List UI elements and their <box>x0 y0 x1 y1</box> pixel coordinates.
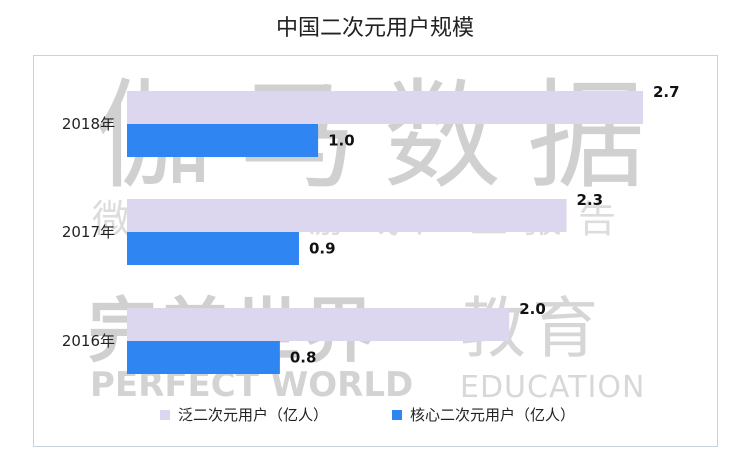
bar-series2 <box>127 232 299 265</box>
bar-series1 <box>127 91 643 124</box>
data-label: 2.0 <box>519 300 546 318</box>
chart-title: 中国二次元用户规模 <box>275 16 474 41</box>
category-label: 2017年 <box>62 223 115 241</box>
bar-series2 <box>127 341 280 374</box>
legend-label-series2: 核心二次元用户（亿人） <box>410 406 576 424</box>
bar-series1 <box>127 199 567 232</box>
watermark-edu-en: EDUCATION <box>460 370 646 405</box>
legend: 泛二次元用户（亿人） 核心二次元用户（亿人） <box>0 404 750 428</box>
category-label: 2016年 <box>62 332 115 350</box>
legend-item-series1: 泛二次元用户（亿人） <box>160 404 328 425</box>
legend-swatch-series1 <box>160 409 170 420</box>
bar-series1 <box>127 308 510 341</box>
legend-label-series1: 泛二次元用户（亿人） <box>178 406 329 424</box>
data-label: 0.9 <box>309 240 336 258</box>
data-label: 1.0 <box>328 132 355 150</box>
data-label: 2.3 <box>577 191 604 209</box>
category-label: 2018年 <box>62 115 115 133</box>
data-label: 2.7 <box>653 83 680 101</box>
legend-item-series2: 核心二次元用户（亿人） <box>392 404 575 425</box>
bar-series2 <box>127 124 319 157</box>
legend-swatch-series2 <box>392 409 402 420</box>
data-label: 0.8 <box>290 349 317 367</box>
